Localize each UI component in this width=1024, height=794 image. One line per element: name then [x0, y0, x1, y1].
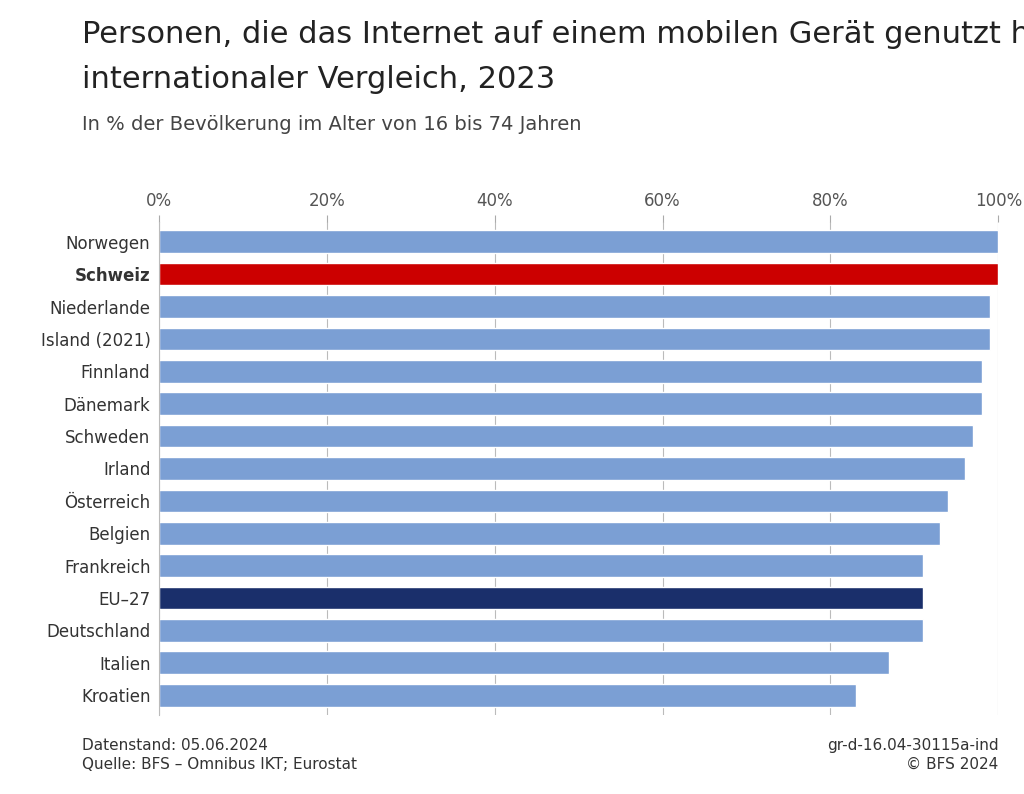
Bar — [159, 587, 923, 609]
Bar — [159, 360, 982, 383]
Bar — [159, 684, 856, 707]
Bar — [159, 619, 923, 642]
Bar — [159, 554, 923, 577]
Text: gr-d-16.04-30115a-ind: gr-d-16.04-30115a-ind — [826, 738, 998, 753]
Bar — [159, 392, 982, 415]
Text: internationaler Vergleich, 2023: internationaler Vergleich, 2023 — [82, 65, 555, 94]
Text: Datenstand: 05.06.2024: Datenstand: 05.06.2024 — [82, 738, 268, 753]
Text: © BFS 2024: © BFS 2024 — [906, 757, 998, 772]
Bar — [159, 230, 998, 253]
Bar — [159, 522, 940, 545]
Bar — [159, 263, 998, 286]
Bar — [159, 651, 889, 674]
Bar — [159, 328, 990, 350]
Bar — [159, 425, 973, 447]
Text: Personen, die das Internet auf einem mobilen Gerät genutzt haben,: Personen, die das Internet auf einem mob… — [82, 20, 1024, 49]
Bar — [159, 457, 965, 480]
Bar — [159, 490, 948, 512]
Text: Quelle: BFS – Omnibus IKT; Eurostat: Quelle: BFS – Omnibus IKT; Eurostat — [82, 757, 357, 772]
Text: In % der Bevölkerung im Alter von 16 bis 74 Jahren: In % der Bevölkerung im Alter von 16 bis… — [82, 115, 582, 134]
Bar — [159, 295, 990, 318]
